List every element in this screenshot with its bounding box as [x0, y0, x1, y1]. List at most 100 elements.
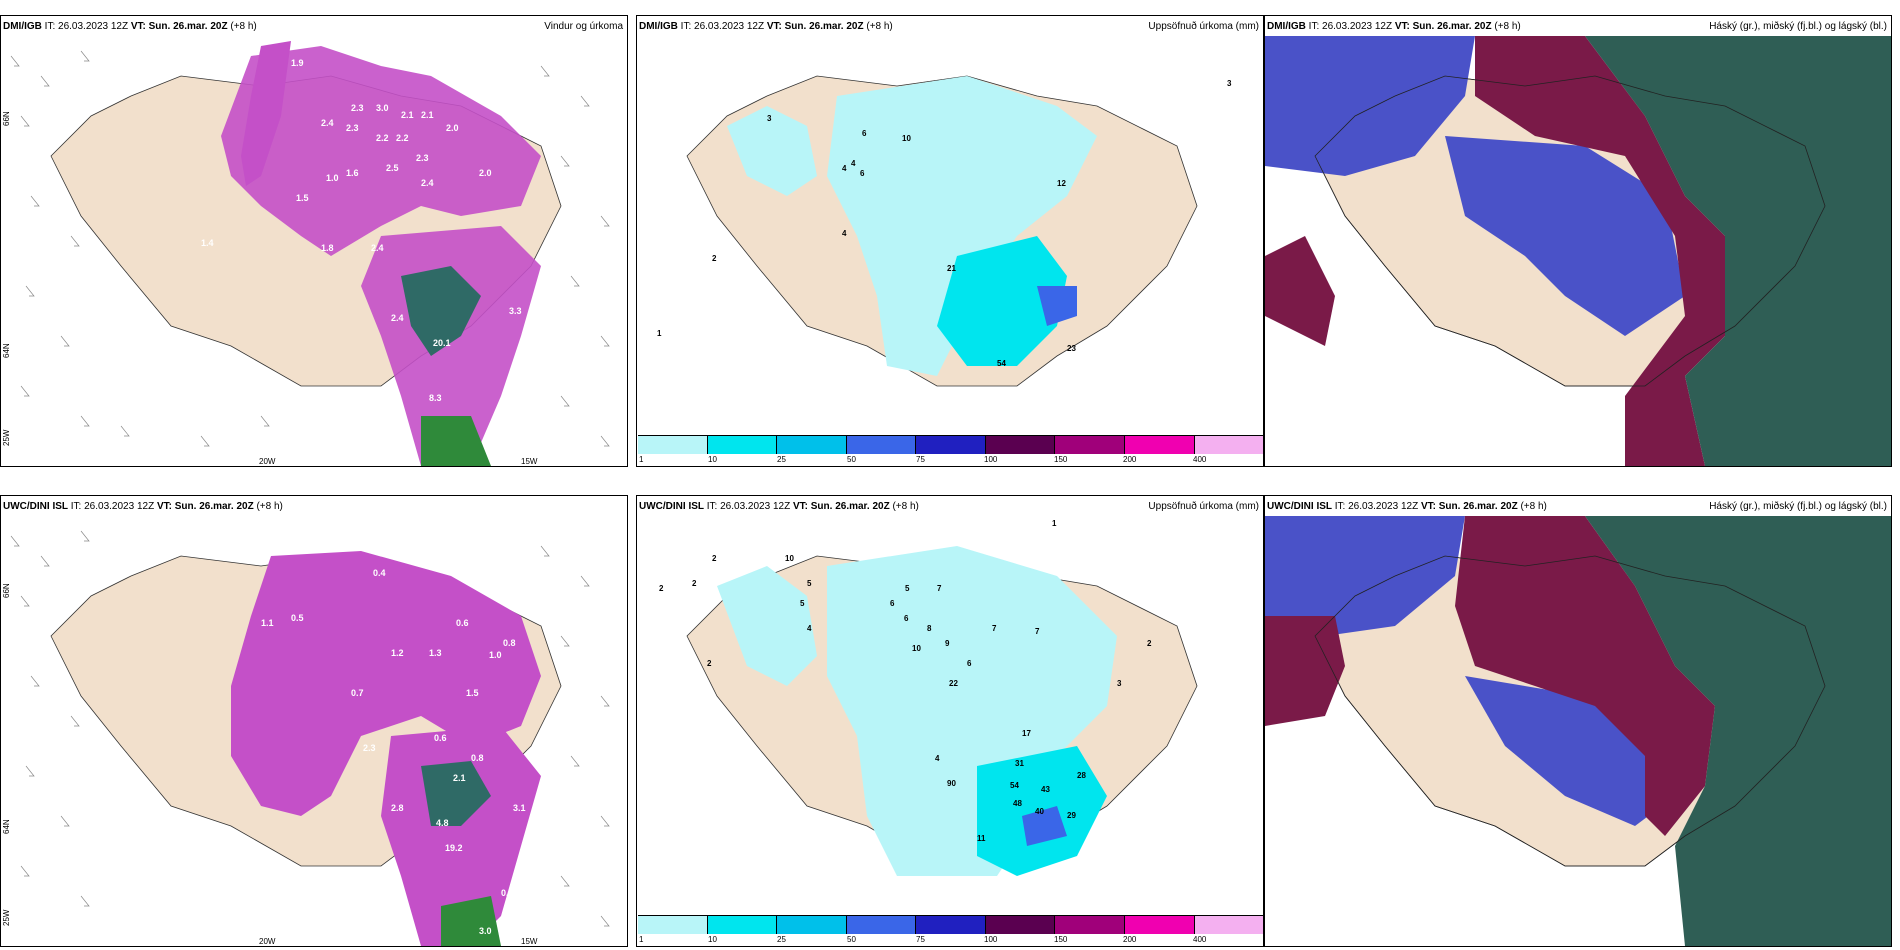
wind-values: 1.9 2.3 3.0 2.1 2.1 2.0 2.4 2.3 2.2 2.2 …: [201, 58, 522, 403]
precip-area: [221, 46, 541, 256]
colorbar-tick: 100: [984, 455, 998, 464]
value-label: 1.6: [346, 168, 359, 178]
value-label: 7: [937, 584, 942, 593]
colorbar-swatch: [1124, 436, 1195, 454]
value-label: 0.7: [351, 688, 364, 698]
colorbar-swatch: [846, 916, 917, 934]
value-label: 1.8: [321, 243, 334, 253]
low-cloud: [1265, 516, 1465, 636]
colorbar-tick: 100: [984, 935, 998, 944]
iceland-outline: [1314, 555, 1826, 867]
colorbar-swatch: [777, 916, 847, 934]
value-label: 0.8: [503, 638, 516, 648]
lat-label: 25W: [2, 429, 11, 446]
value-label: 10: [912, 644, 921, 653]
colorbar-tick: 1: [639, 455, 644, 464]
value-label: 2: [659, 584, 664, 593]
value-label: 3: [767, 114, 772, 123]
colorbar-swatch: [777, 436, 847, 454]
colorbar-tick: 50: [847, 935, 856, 944]
value-label: 4: [935, 754, 940, 763]
value-label: 2.4: [391, 313, 404, 323]
wind-values: 0.4 0.2 0.6 0.8 0.5 0.7 1.1 1.2 1.3 1.0 …: [11, 568, 612, 936]
lat-label: 64N: [2, 819, 11, 834]
high-cloud: [1265, 616, 1345, 726]
value-label: 1: [1052, 519, 1057, 528]
precip-medium: [937, 236, 1067, 366]
colorbar-ticks: 1 10 25 50 75 100 150 200 400: [638, 934, 1263, 946]
panel-wind-uwc: UWC/DINI ISL IT: 26.03.2023 12Z VT: Sun.…: [0, 495, 628, 947]
precip-light: [727, 106, 817, 196]
value-label: 4: [851, 159, 856, 168]
value-label: 28: [1077, 771, 1086, 780]
accumulated-precip-map: 2 2 2 2 10 5 5 4 6 5 7 6 8 7 10 9 22 17 …: [659, 519, 1198, 876]
value-label: 2.0: [479, 168, 492, 178]
colorbar-swatch: [846, 436, 917, 454]
value-label: 4.8: [436, 818, 449, 828]
colorbar-swatch: [916, 436, 986, 454]
value-label: 0.6: [456, 618, 469, 628]
colorbar-swatch: [916, 916, 986, 934]
value-label: 29: [1067, 811, 1076, 820]
colorbar-swatch: [1055, 436, 1125, 454]
colorbar-tick: 75: [916, 935, 925, 944]
value-label: 1.0: [326, 173, 339, 183]
value-label: 3.1: [513, 803, 526, 813]
lat-label: 25W: [2, 909, 11, 926]
precip-core: [401, 266, 481, 356]
value-label: 0.2: [11, 643, 24, 653]
value-label: 5: [807, 579, 812, 588]
panel-product-title: Háský (gr.), miðský (fj.bl.) og lágský (…: [1709, 501, 1887, 512]
precip-heavy: [1022, 806, 1067, 846]
accumulated-precip-map: 3 10 6 4 6 4 2 12 21 54 23 1 3 4: [657, 75, 1232, 387]
value-label: 21: [947, 264, 956, 273]
colorbar-swatch: [985, 916, 1056, 934]
value-label: 90: [947, 779, 956, 788]
panel-precip-uwc: UWC/DINI ISL IT: 26.03.2023 12Z VT: Sun.…: [636, 495, 1264, 947]
value-label: 23: [1067, 344, 1076, 353]
value-label: 17: [1022, 729, 1031, 738]
value-label: 2: [712, 254, 717, 263]
value-label: 22: [949, 679, 958, 688]
value-label: 2.2: [376, 133, 389, 143]
value-label: 48: [1013, 799, 1022, 808]
value-label: 2.3: [346, 123, 359, 133]
panel-wind-dmi: DMI/IGB IT: 26.03.2023 12Z VT: Sun. 26.m…: [0, 15, 628, 467]
low-cloud: [1265, 36, 1475, 176]
lat-label: 66N: [2, 111, 11, 126]
colorbar-tick: 400: [1193, 455, 1207, 464]
panel-precip-dmi: DMI/IGB IT: 26.03.2023 12Z VT: Sun. 26.m…: [636, 15, 1264, 467]
value-label: 1: [657, 329, 662, 338]
colorbar-tick: 200: [1123, 455, 1137, 464]
colorbar-ticks: 1 10 25 50 75 100 150 200 400: [638, 454, 1263, 466]
high-cloud: [1475, 36, 1725, 466]
value-label: 2.4: [321, 118, 334, 128]
value-label: 0.6: [434, 733, 447, 743]
precip-heavy: [1037, 286, 1077, 326]
panel-product-title: Uppsöfnuð úrkoma (mm): [1148, 21, 1259, 32]
precip-area: [231, 551, 541, 816]
value-label: 1.5: [296, 193, 309, 203]
iceland-outline: [1314, 75, 1826, 387]
value-label: 8.3: [429, 393, 442, 403]
value-label: 1.4: [201, 238, 214, 248]
precip-green: [441, 896, 501, 946]
panel-cloud-dmi: DMI/IGB IT: 26.03.2023 12Z VT: Sun. 26.m…: [1264, 15, 1892, 467]
value-label: 2.5: [386, 163, 399, 173]
low-cloud: [1445, 136, 1685, 336]
panel-title: UWC/DINI ISL IT: 26.03.2023 12Z VT: Sun.…: [639, 501, 919, 512]
value-label: 11: [977, 834, 986, 843]
colorbar-tick: 25: [777, 935, 786, 944]
colorbar-tick: 1: [639, 935, 644, 944]
value-label: 3: [1227, 79, 1232, 88]
value-label: 8: [927, 624, 932, 633]
value-label: 2.2: [396, 133, 409, 143]
colorbar-swatch: [1124, 916, 1195, 934]
colorbar-tick: 150: [1054, 935, 1068, 944]
lon-label: 15W: [521, 457, 538, 466]
value-label: 4: [842, 229, 847, 238]
value-label: 3.3: [509, 306, 522, 316]
colorbar-swatch: [1055, 916, 1125, 934]
value-label: 2.3: [416, 153, 429, 163]
value-label: 0.4: [373, 568, 386, 578]
